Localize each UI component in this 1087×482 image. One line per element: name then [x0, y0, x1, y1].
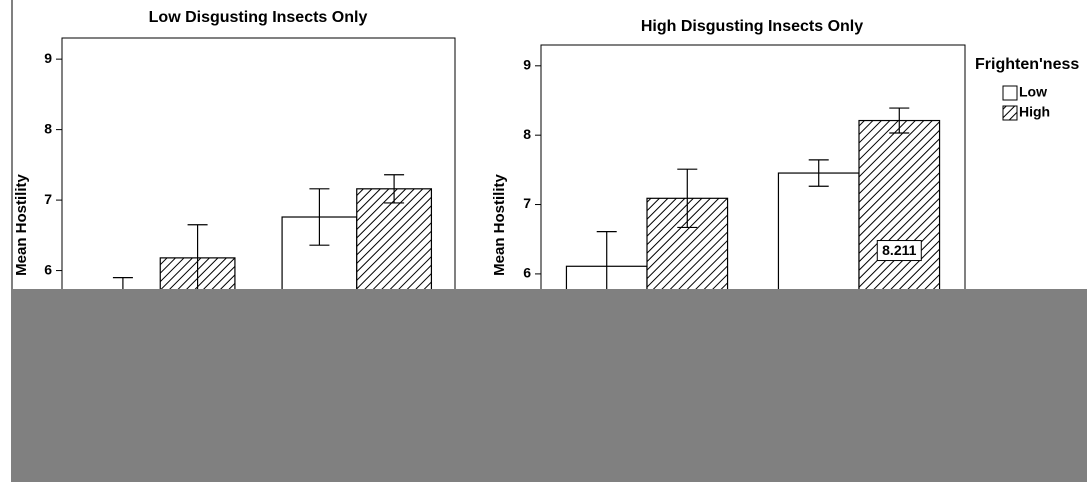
plot-frame [540, 44, 966, 482]
y-tick-label: 9 [523, 57, 531, 73]
y-tick-label: 8 [44, 120, 52, 136]
chart-title: Low Disgusting Insects Only [149, 9, 368, 26]
y-axis-label: Mean Hostility [491, 174, 508, 276]
y-tick-label: 8 [523, 126, 531, 142]
plot-frame [61, 37, 456, 482]
chart-title: High Disgusting Insects Only [641, 18, 863, 35]
legend-swatch [1002, 85, 1018, 101]
legend-label: High [1019, 104, 1050, 120]
y-tick-label: 7 [44, 191, 52, 207]
y-tick-label: 9 [44, 50, 52, 66]
y-tick-label: 6 [44, 261, 52, 277]
y-tick-label: 6 [523, 265, 531, 281]
legend-swatch [1002, 105, 1018, 121]
y-axis-label: Mean Hostility [13, 174, 30, 276]
occlusion [12, 289, 1087, 482]
legend-label: Low [1019, 84, 1047, 100]
value-label-box [876, 240, 922, 262]
legend-title: Frighten'ness [975, 56, 1079, 73]
value-label: 8.211 [882, 242, 916, 258]
y-tick-label: 7 [523, 195, 531, 211]
